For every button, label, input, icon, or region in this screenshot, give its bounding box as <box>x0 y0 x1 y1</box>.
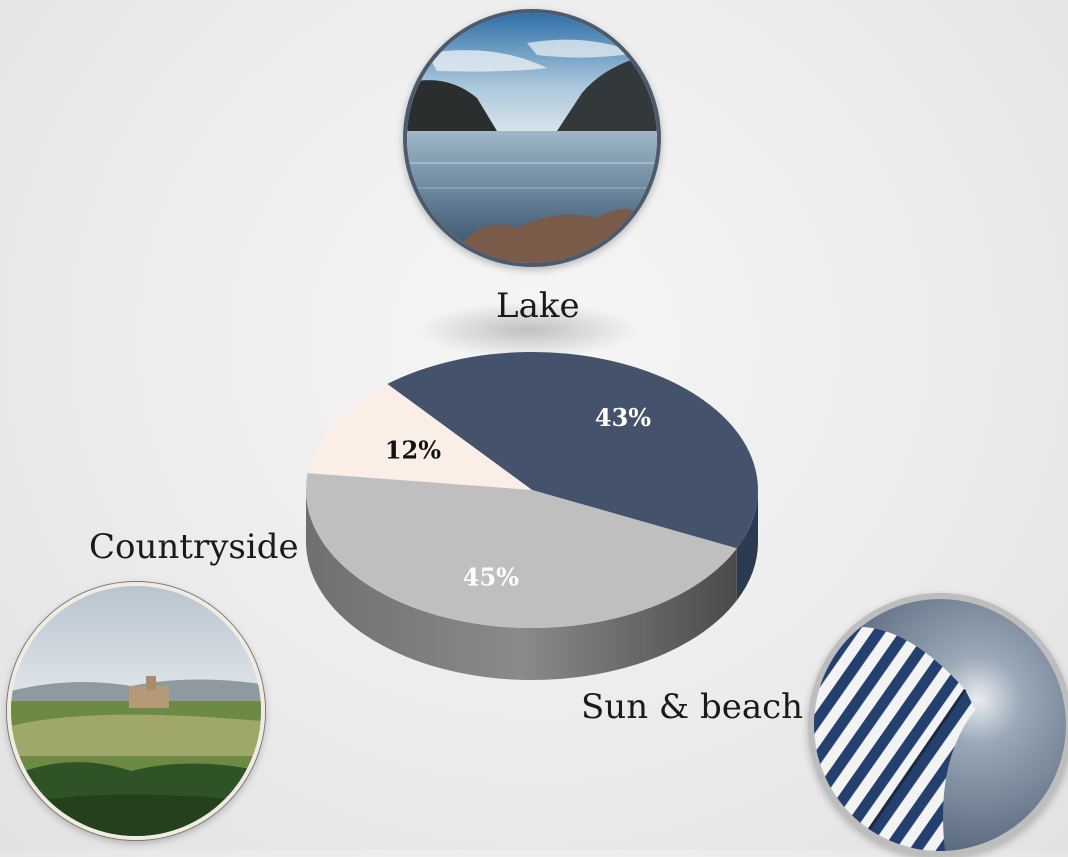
chart-top-shadow <box>418 302 638 358</box>
beach-umbrella-photo <box>808 593 1068 857</box>
pie-value-label-lake: 43% <box>595 403 651 432</box>
pie-slice-countryside <box>307 383 532 490</box>
countryside-label: Countryside <box>89 527 299 567</box>
pie-value-label-sun-beach: 45% <box>463 563 519 592</box>
sun-beach-label: Sun & beach <box>581 687 804 727</box>
pie-slice-lake <box>387 351 758 549</box>
pie-slice-sun-beach <box>306 473 737 629</box>
pie-value-label-countryside: 12% <box>385 435 441 464</box>
pie-side-sun-beach <box>306 490 737 680</box>
pie-side-lake <box>736 490 758 601</box>
